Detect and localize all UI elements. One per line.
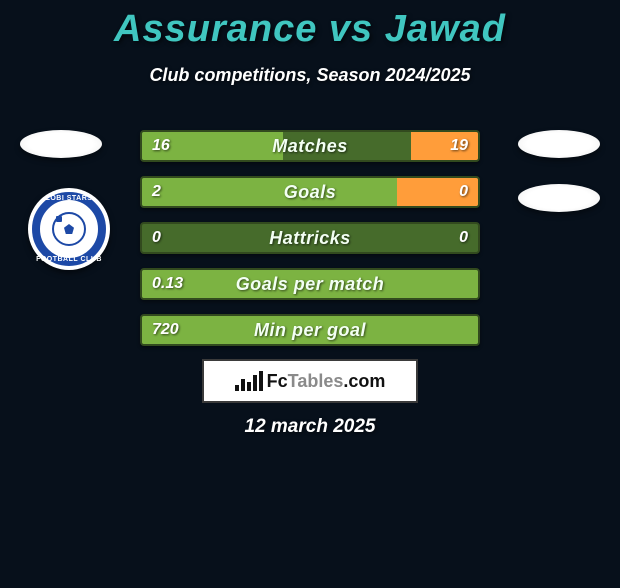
brand-text-tables: Tables — [288, 371, 344, 391]
club-badge: LOBI STARS FOOTBALL CLUB — [28, 188, 110, 270]
placeholder-badge-right-1 — [518, 130, 600, 158]
stat-value-left: 0.13 — [142, 270, 193, 298]
stat-row: Goals2 0 — [140, 176, 480, 208]
stat-value-left: 720 — [142, 316, 189, 344]
stat-value-right — [458, 316, 478, 344]
brand-box[interactable]: FcTables.com — [202, 359, 418, 403]
stat-label: Min per goal — [142, 316, 478, 344]
comparison-bars: Matches1619Goals20Hattricks00Goals per m… — [140, 130, 480, 360]
stat-label: Hattricks — [142, 224, 478, 252]
page-title: Assurance vs Jawad — [0, 8, 620, 51]
stat-row: Min per goal720 — [140, 314, 480, 346]
stat-label: Matches — [142, 132, 478, 160]
page-subtitle: Club competitions, Season 2024/2025 — [0, 65, 620, 86]
stat-value-left: 0 — [142, 224, 171, 252]
placeholder-badge-left — [20, 130, 102, 158]
stat-row: Matches16 19 — [140, 130, 480, 162]
brand-text-fc: Fc — [267, 371, 288, 391]
stat-value-right — [458, 270, 478, 298]
brand-text: FcTables.com — [267, 371, 386, 392]
stat-row: Hattricks0 0 — [140, 222, 480, 254]
stat-value-right: 19 — [440, 132, 478, 160]
stat-label: Goals — [142, 178, 478, 206]
stat-value-right: 0 — [449, 178, 478, 206]
placeholder-badge-right-2 — [518, 184, 600, 212]
stat-value-right: 0 — [449, 224, 478, 252]
stat-value-left: 16 — [142, 132, 180, 160]
date-label: 12 march 2025 — [0, 416, 620, 438]
bar-chart-icon — [235, 371, 263, 391]
brand-text-com: .com — [343, 371, 385, 391]
stat-row: Goals per match0.13 — [140, 268, 480, 300]
stat-value-left: 2 — [142, 178, 171, 206]
soccer-ball-icon — [52, 212, 86, 246]
